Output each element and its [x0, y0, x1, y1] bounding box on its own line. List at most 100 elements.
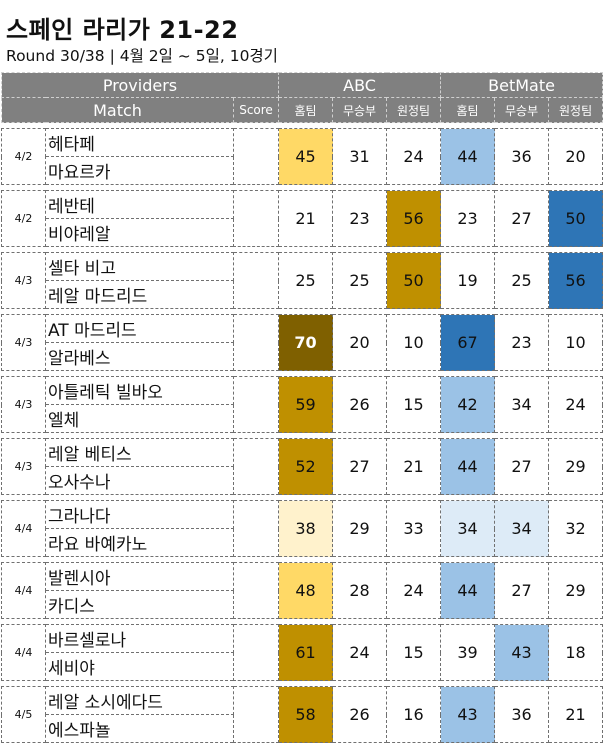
abc-away-pct: 15	[386, 376, 442, 433]
row-spacer-cell	[1, 680, 603, 687]
prediction-table: Providers ABC BetMate Match Score 홈팀 무승부…	[0, 72, 604, 743]
match-date: 4/4	[1, 562, 46, 619]
abc-home-pct: 48	[278, 562, 334, 619]
row-spacer	[1, 680, 603, 687]
home-team: 바르셀로나	[45, 624, 234, 653]
match-row: 4/4 발렌시아 48 28 24 44 27 29	[1, 562, 604, 619]
betmate-away-pct: 29	[548, 438, 604, 495]
abc-away-pct: 50	[386, 252, 442, 309]
betmate-draw-pct: 27	[494, 438, 550, 495]
match-row-away: 비야레알	[2, 218, 603, 247]
abc-draw-pct: 31	[332, 128, 388, 185]
match-score	[232, 128, 280, 185]
betmate-draw-pct: 43	[494, 624, 550, 681]
match-date: 4/5	[1, 686, 46, 743]
match-row: 4/3 셀타 비고 25 25 50 19 25 56	[1, 252, 604, 309]
match-date: 4/4	[1, 500, 46, 557]
match-score	[232, 252, 280, 309]
betmate-away-header: 원정팀	[548, 97, 604, 123]
abc-home-pct: 61	[278, 624, 334, 681]
providers-header: Providers	[0, 72, 280, 98]
row-spacer-cell	[1, 122, 603, 129]
abc-draw-pct: 23	[332, 190, 388, 247]
betmate-draw-pct: 27	[494, 562, 550, 619]
match-row-away: 카디스	[2, 590, 603, 619]
betmate-away-pct: 32	[548, 500, 604, 557]
match-row-away: 세비야	[2, 652, 603, 681]
betmate-draw-pct: 36	[494, 686, 550, 743]
home-team: 레알 베티스	[45, 438, 234, 467]
row-spacer	[1, 184, 603, 191]
abc-away-pct: 33	[386, 500, 442, 557]
betmate-home-pct: 67	[440, 314, 496, 371]
row-spacer	[1, 432, 603, 439]
away-team: 카디스	[45, 590, 234, 619]
betmate-draw-pct: 27	[494, 190, 550, 247]
match-row: 4/4 그라나다 38 29 33 34 34 32	[1, 500, 604, 557]
home-team: AT 마드리드	[45, 314, 234, 343]
abc-home-pct: 45	[278, 128, 334, 185]
away-team: 레알 마드리드	[45, 280, 234, 309]
match-row: 4/2 헤타페 45 31 24 44 36 20	[1, 128, 604, 185]
match-row-away: 오사수나	[2, 466, 603, 495]
abc-draw-pct: 20	[332, 314, 388, 371]
abc-home-pct: 59	[278, 376, 334, 433]
match-score	[232, 438, 280, 495]
away-team: 알라베스	[45, 342, 234, 371]
abc-home-pct: 38	[278, 500, 334, 557]
betmate-home-pct: 39	[440, 624, 496, 681]
row-spacer-cell	[1, 556, 603, 563]
betmate-home-pct: 44	[440, 438, 496, 495]
betmate-away-pct: 24	[548, 376, 604, 433]
row-spacer	[1, 370, 603, 377]
abc-draw-pct: 25	[332, 252, 388, 309]
provider-abc-header: ABC	[278, 72, 442, 98]
match-row: 4/3 아틀레틱 빌바오 59 26 15 42 34 24	[1, 376, 604, 433]
abc-draw-pct: 24	[332, 624, 388, 681]
match-date: 4/3	[1, 252, 46, 309]
betmate-away-pct: 20	[548, 128, 604, 185]
betmate-away-pct: 56	[548, 252, 604, 309]
score-header: Score	[232, 97, 280, 123]
row-spacer	[1, 122, 603, 129]
match-date: 4/2	[1, 128, 46, 185]
betmate-home-pct: 44	[440, 562, 496, 619]
row-spacer	[1, 618, 603, 625]
row-spacer	[1, 494, 603, 501]
home-team: 아틀레틱 빌바오	[45, 376, 234, 405]
home-team: 발렌시아	[45, 562, 234, 591]
betmate-draw-pct: 34	[494, 376, 550, 433]
abc-draw-pct: 26	[332, 686, 388, 743]
away-team: 엘체	[45, 404, 234, 433]
match-header: Match	[1, 97, 234, 123]
abc-away-pct: 24	[386, 128, 442, 185]
betmate-home-pct: 23	[440, 190, 496, 247]
home-team: 레반테	[45, 190, 234, 219]
betmate-draw-pct: 34	[494, 500, 550, 557]
betmate-home-pct: 19	[440, 252, 496, 309]
abc-away-pct: 24	[386, 562, 442, 619]
betmate-draw-pct: 25	[494, 252, 550, 309]
provider-betmate-header: BetMate	[440, 72, 604, 98]
abc-draw-pct: 29	[332, 500, 388, 557]
row-spacer-cell	[1, 494, 603, 501]
match-list: 4/2 헤타페 45 31 24 44 36 20 마요르카 4/2 레반테 21 23 56 23 27 50…	[1, 122, 604, 743]
abc-home-pct: 70	[278, 314, 334, 371]
betmate-away-pct: 21	[548, 686, 604, 743]
abc-home-pct: 58	[278, 686, 334, 743]
away-team: 비야레알	[45, 218, 234, 247]
row-spacer	[1, 246, 603, 253]
betmate-home-pct: 42	[440, 376, 496, 433]
abc-home-pct: 52	[278, 438, 334, 495]
row-spacer-cell	[1, 432, 603, 439]
abc-draw-pct: 26	[332, 376, 388, 433]
away-team: 오사수나	[45, 466, 234, 495]
away-team: 마요르카	[45, 156, 234, 185]
match-row: 4/2 레반테 21 23 56 23 27 50	[1, 190, 604, 247]
betmate-away-pct: 18	[548, 624, 604, 681]
abc-away-pct: 56	[386, 190, 442, 247]
home-team: 헤타페	[45, 128, 234, 157]
match-score	[232, 314, 280, 371]
match-date: 4/3	[1, 438, 46, 495]
away-team: 라요 바예카노	[45, 528, 234, 557]
